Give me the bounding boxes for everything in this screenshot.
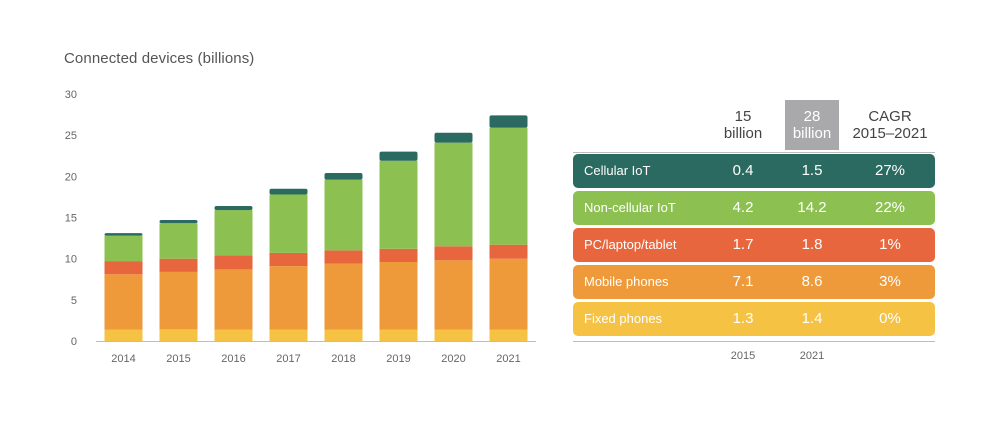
bar-segment-pc-laptop-tablet: [379, 248, 418, 262]
value-2021: 1.4: [801, 310, 823, 327]
table-row-non-cellular-iot: Non-cellular IoT 4.2 14.2 22%: [573, 191, 935, 225]
bar-segment-mobile-phones: [379, 262, 418, 330]
bar-segment-cellular-iot: [434, 132, 473, 143]
row-label: Fixed phones: [584, 311, 663, 326]
bar-segment-non-cellular-iot: [324, 179, 363, 251]
y-tick-label: 30: [65, 89, 77, 101]
x-tick-label: 2021: [496, 353, 520, 365]
table-header: 15 billion 28 billion CAGR 2015–2021: [573, 100, 935, 150]
bar-segment-mobile-phones: [214, 269, 253, 330]
bar-segment-pc-laptop-tablet: [214, 255, 253, 270]
value-2015: 1.7: [732, 236, 754, 253]
bar-segment-pc-laptop-tablet: [104, 261, 143, 275]
bar-segment-fixed-phones: [159, 329, 198, 341]
bar-segment-mobile-phones: [269, 266, 308, 330]
x-tick-label: 2014: [111, 353, 135, 365]
value-2015: 7.1: [732, 273, 754, 290]
x-tick-label: 2017: [276, 353, 300, 365]
y-tick-label: 25: [65, 130, 77, 142]
bar-segment-cellular-iot: [269, 188, 308, 195]
bar-segment-fixed-phones: [434, 329, 473, 341]
x-tick-label: 2020: [441, 353, 465, 365]
bar-segment-pc-laptop-tablet: [269, 252, 308, 267]
value-2015: 0.4: [732, 162, 754, 179]
header-divider: [573, 152, 935, 153]
bar-segment-fixed-phones: [379, 329, 418, 341]
value-2021: 8.6: [801, 273, 823, 290]
x-tick-label: 2018: [331, 353, 355, 365]
y-tick-label: 15: [65, 213, 77, 225]
bar-segment-fixed-phones: [104, 329, 143, 341]
y-tick-label: 20: [65, 171, 77, 183]
bar-segment-pc-laptop-tablet: [324, 250, 363, 264]
bar-segment-non-cellular-iot: [434, 142, 473, 247]
footer-year-2015: 2015: [730, 350, 756, 362]
table-row-pc-laptop-tablet: PC/laptop/tablet 1.7 1.8 1%: [573, 228, 935, 262]
bar-segment-pc-laptop-tablet: [434, 246, 473, 261]
x-tick-label: 2015: [166, 353, 190, 365]
bar-segment-non-cellular-iot: [269, 194, 308, 253]
table-row-fixed-phones: Fixed phones 1.3 1.4 0%: [573, 302, 935, 336]
footer-year-2021: 2021: [799, 350, 825, 362]
row-label: Cellular IoT: [584, 163, 651, 178]
bar-segment-cellular-iot: [214, 206, 253, 211]
value-2015: 1.3: [732, 310, 754, 327]
value-2021: 1.8: [801, 236, 823, 253]
bar-segment-cellular-iot: [104, 233, 143, 236]
bar-segment-mobile-phones: [324, 263, 363, 330]
table-row-mobile-phones: Mobile phones 7.1 8.6 3%: [573, 265, 935, 299]
bar-segment-cellular-iot: [324, 173, 363, 180]
bar-segment-non-cellular-iot: [214, 210, 253, 256]
value-cagr: 27%: [874, 162, 906, 179]
bar-segment-fixed-phones: [489, 329, 528, 341]
header-cagr: CAGR 2015–2021: [852, 108, 928, 142]
bar-segment-fixed-phones: [269, 329, 308, 341]
table-row-cellular-iot: Cellular IoT 0.4 1.5 27%: [573, 154, 935, 188]
bar-segment-mobile-phones: [489, 258, 528, 330]
bar-segment-cellular-iot: [489, 115, 528, 128]
bar-segment-cellular-iot: [159, 220, 198, 224]
row-label: Mobile phones: [584, 274, 669, 289]
value-2021: 1.5: [801, 162, 823, 179]
value-cagr: 1%: [879, 236, 901, 253]
bar-segment-non-cellular-iot: [379, 160, 418, 249]
table-bottom-divider: [573, 341, 935, 342]
bar-segment-non-cellular-iot: [159, 223, 198, 259]
bar-segment-mobile-phones: [159, 271, 198, 330]
value-2015: 4.2: [732, 199, 754, 216]
bar-segment-pc-laptop-tablet: [159, 258, 198, 272]
bar-segment-pc-laptop-tablet: [489, 244, 528, 259]
bar-segment-non-cellular-iot: [104, 235, 143, 262]
bar-segment-fixed-phones: [324, 329, 363, 341]
y-tick-label: 0: [71, 336, 77, 348]
value-cagr: 3%: [879, 273, 901, 290]
bar-segment-non-cellular-iot: [489, 127, 528, 245]
row-label: PC/laptop/tablet: [584, 237, 677, 252]
y-tick-label: 10: [65, 254, 77, 266]
header-total-2021: 28 billion: [785, 100, 839, 150]
value-cagr: 22%: [874, 199, 906, 216]
bar-segment-mobile-phones: [104, 274, 143, 330]
value-2021: 14.2: [797, 199, 827, 216]
bar-segment-mobile-phones: [434, 260, 473, 330]
value-cagr: 0%: [879, 310, 901, 327]
y-tick-label: 5: [71, 295, 77, 307]
chart-title: Connected devices (billions): [64, 50, 255, 67]
stacked-bar-chart: 0 5 10 15 20 25 30 2014 2015 2016 2017 2018 2019 2020…: [65, 89, 536, 365]
x-tick-label: 2019: [386, 353, 410, 365]
x-tick-label: 2016: [221, 353, 245, 365]
header-total-2015: 15 billion: [723, 108, 763, 142]
row-label: Non-cellular IoT: [584, 200, 676, 215]
bar-segment-cellular-iot: [379, 151, 418, 161]
bar-segment-fixed-phones: [214, 329, 253, 341]
